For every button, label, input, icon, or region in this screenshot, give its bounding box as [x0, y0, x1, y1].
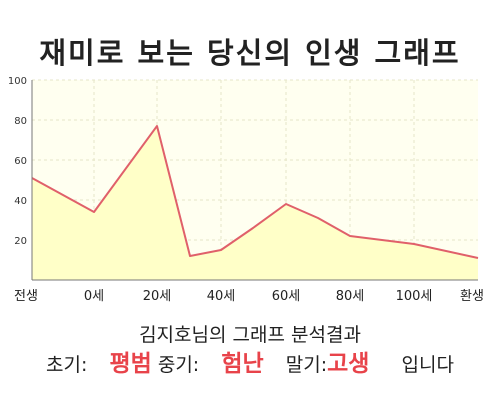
- chart-title: 재미로 보는 당신의 인생 그래프: [39, 36, 461, 70]
- y-tick-label: 20: [14, 236, 27, 247]
- x-tick-label: 60세: [272, 289, 301, 304]
- area-fill: [32, 126, 478, 280]
- x-tick-label: 20세: [143, 289, 172, 304]
- x-tick-label: 환생: [460, 289, 484, 304]
- late-label: 말기:: [285, 354, 328, 376]
- mid-label: 중기:: [157, 354, 200, 376]
- y-tick-labels: 20 40 60 80 100: [8, 76, 27, 247]
- area-fill-layer: [32, 126, 478, 280]
- x-tick-labels: 전생 0세 20세 40세 60세 80세 100세 환생: [14, 289, 484, 304]
- x-tick-label: 40세: [207, 289, 236, 304]
- early-label: 초기:: [46, 354, 88, 376]
- mid-value: 험난: [221, 351, 264, 377]
- x-tick-label: 전생: [14, 289, 38, 304]
- x-tick-label: 80세: [336, 289, 365, 304]
- late-value: 고생: [327, 351, 370, 377]
- analysis-subtitle: 김지호님의 그래프 분석결과: [139, 324, 361, 346]
- x-tick-label: 100세: [396, 289, 433, 304]
- early-value: 평범: [109, 351, 152, 377]
- y-tick-label: 60: [14, 156, 27, 167]
- y-tick-label: 100: [8, 76, 27, 87]
- result-suffix: 입니다: [401, 354, 454, 376]
- y-tick-label: 80: [14, 116, 27, 127]
- analysis-result: 초기: 평범 중기: 험난 말기:고생 입니다: [0, 344, 500, 378]
- line-layer: [31, 125, 479, 259]
- series-line: [31, 125, 479, 259]
- x-tick-label: 0세: [84, 289, 104, 304]
- y-tick-label: 40: [14, 196, 27, 207]
